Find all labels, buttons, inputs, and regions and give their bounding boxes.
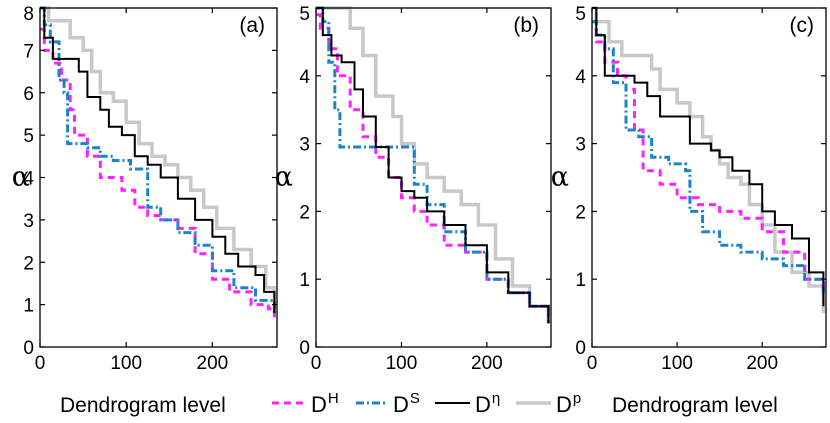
xlabel-left: Dendrogram level [60, 394, 226, 417]
series-line-Dp [40, 6, 277, 314]
y-tick-label: 8 [23, 4, 34, 25]
x-tick-label: 100 [386, 353, 418, 374]
y-tick-label: 3 [575, 135, 586, 156]
legend-label-DS: DS [393, 390, 420, 417]
y-tick-label: 5 [23, 126, 34, 147]
x-tick-label: 200 [746, 353, 778, 374]
series-line-Dp [316, 6, 551, 324]
y-tick-label: 2 [299, 202, 310, 223]
panel-c: 0 1 2 3 4 5 0 100 200 α (c) [551, 4, 827, 374]
legend-label-Deta: Dη [475, 390, 500, 417]
series-line-DH [592, 20, 825, 293]
y-tick-label: 7 [23, 41, 34, 62]
x-tick-label: 200 [471, 353, 503, 374]
series-line-DH [316, 13, 550, 324]
legend: Dendrogram level Dendrogram level DH DS Dη… [60, 390, 778, 417]
panel-b: 0 1 2 3 4 5 0 100 200 α (b) [275, 4, 552, 374]
y-tick-label: 1 [299, 270, 310, 291]
y-axis-label: α [12, 162, 30, 193]
x-tick-label: 200 [197, 353, 229, 374]
panel-a: 0 1 2 3 4 5 6 7 8 0 100 200 α (a) [12, 4, 278, 374]
y-tick-label: 4 [23, 169, 34, 190]
series-line-Deta [40, 7, 276, 314]
panel-label: (a) [239, 14, 265, 37]
x-tick-label: 0 [587, 353, 598, 374]
legend-label-Dp: Dp [556, 390, 581, 417]
y-tick-label: 4 [299, 67, 310, 88]
x-tick-label: 0 [35, 353, 46, 374]
y-axis-label: α [275, 162, 293, 193]
series-line-DS [592, 20, 825, 293]
plot-frame [315, 7, 552, 348]
panels: 0 1 2 3 4 5 6 7 8 0 100 200 α (a) 0 1 2 3 4 5 0 100 200 α (b) 0 1 2… [12, 4, 827, 374]
x-tick-label: 100 [661, 353, 693, 374]
series-line-Deta [592, 7, 825, 307]
panel-label: (b) [513, 14, 539, 37]
series-line-DS [40, 6, 276, 314]
y-tick-label: 0 [299, 338, 310, 359]
y-tick-label: 3 [299, 135, 310, 156]
xlabel-right: Dendrogram level [612, 394, 778, 417]
y-tick-label: 0 [575, 338, 586, 359]
y-tick-label: 5 [575, 4, 586, 25]
y-tick-label: 3 [23, 211, 34, 232]
y-tick-label: 1 [23, 296, 34, 317]
series-line-DH [40, 27, 276, 318]
panel-label: (c) [790, 14, 815, 37]
y-tick-label: 0 [23, 338, 34, 359]
y-tick-label: 2 [23, 253, 34, 274]
y-tick-label: 5 [299, 4, 310, 25]
y-tick-label: 4 [575, 67, 586, 88]
x-tick-label: 100 [110, 353, 142, 374]
y-tick-label: 2 [575, 202, 586, 223]
x-tick-label: 0 [311, 353, 322, 374]
y-tick-label: 1 [575, 270, 586, 291]
legend-label-DH: DH [311, 390, 339, 417]
y-tick-label: 6 [23, 84, 34, 105]
series-line-Dp [592, 6, 826, 314]
plot-frame [591, 7, 827, 348]
series-line-Deta [316, 7, 550, 324]
y-axis-label: α [551, 162, 569, 193]
